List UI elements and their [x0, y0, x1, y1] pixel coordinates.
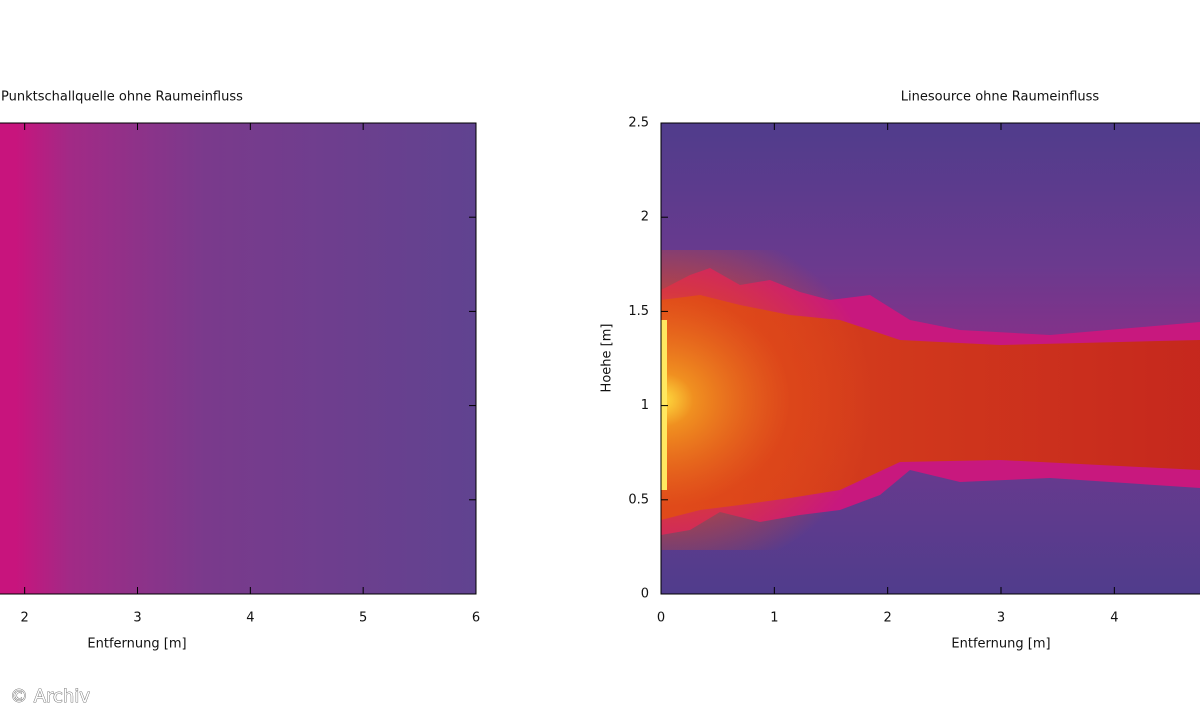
watermark: © Archiv — [10, 686, 90, 707]
x-tick-label: 4 — [246, 611, 254, 626]
y-tick-label: 1.5 — [628, 304, 649, 319]
heatmap-right — [661, 123, 1200, 594]
x-axis-label: Entfernung [m] — [951, 637, 1050, 652]
x-tick-label: 6 — [472, 611, 480, 626]
y-tick-label: 1 — [641, 398, 649, 413]
x-tick-label: 2 — [884, 611, 892, 626]
y-tick-label: 2 — [641, 210, 649, 225]
y-tick-label: 0.5 — [628, 492, 649, 507]
x-tick-label: 1 — [770, 611, 778, 626]
x-tick-label: 3 — [997, 611, 1005, 626]
chart-title: Linesource ohne Raumeinfluss — [901, 90, 1100, 105]
x-tick-label: 0 — [657, 611, 665, 626]
x-axis-label: Entfernung [m] — [87, 637, 186, 652]
chart-title: Punktschallquelle ohne Raumeinfluss — [1, 90, 243, 105]
y-tick-label: 0 — [641, 587, 649, 602]
heatmap-left — [0, 123, 476, 594]
x-tick-label: 2 — [21, 611, 29, 626]
x-tick-label: 4 — [1110, 611, 1118, 626]
y-tick-label: 2.5 — [628, 116, 649, 131]
y-axis-label: Hoehe [m] — [600, 324, 615, 393]
x-tick-label: 5 — [359, 611, 367, 626]
x-tick-label: 3 — [133, 611, 141, 626]
